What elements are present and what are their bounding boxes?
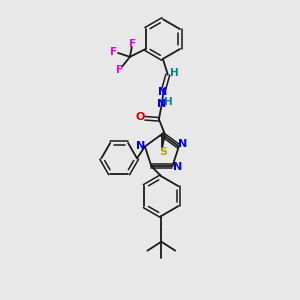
Text: F: F	[129, 39, 137, 49]
Text: H: H	[170, 68, 179, 78]
Text: N: N	[158, 86, 167, 97]
Text: F: F	[110, 47, 118, 57]
Text: O: O	[135, 112, 145, 122]
Text: N: N	[173, 162, 182, 172]
Text: N: N	[178, 140, 188, 149]
Text: N: N	[136, 142, 146, 152]
Text: S: S	[159, 147, 167, 157]
Text: N: N	[157, 99, 167, 110]
Text: F: F	[116, 65, 124, 75]
Text: H: H	[164, 98, 173, 107]
